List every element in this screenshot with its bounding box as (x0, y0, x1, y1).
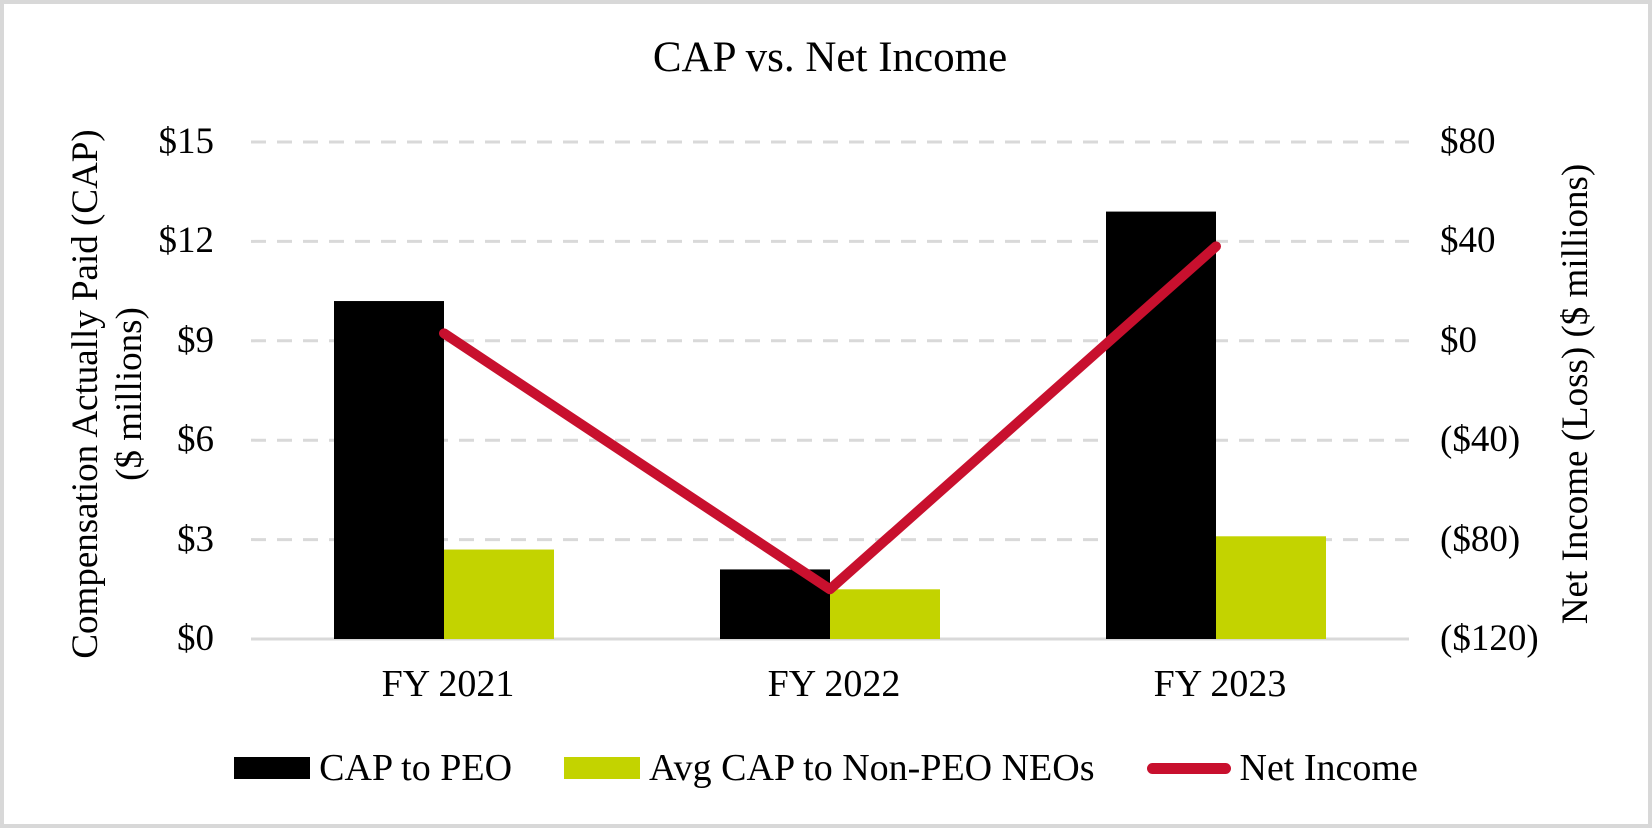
legend-label: Net Income (1239, 747, 1418, 789)
left-axis-tick: $0 (177, 618, 214, 659)
right-axis-tick: ($80) (1440, 519, 1521, 560)
plot-area (251, 140, 1409, 641)
left-axis-title: Compensation Actually Paid (CAP) ($ mill… (64, 129, 152, 658)
legend-item-cap-to-peo: CAP to PEO (234, 744, 512, 792)
chart-title: CAP vs. Net Income (652, 34, 1008, 81)
legend-label: CAP to PEO (319, 747, 513, 789)
left-axis-tick: $9 (177, 320, 214, 361)
legend-swatch-bar-icon (564, 757, 641, 779)
right-axis-tick: $0 (1440, 320, 1477, 361)
left-axis-title-line1: Compensation Actually Paid (CAP) (65, 129, 106, 659)
right-axis-tick: ($40) (1440, 419, 1521, 460)
right-axis-tick: $40 (1440, 220, 1496, 261)
x-axis-label: FY 2022 (767, 663, 901, 705)
left-axis-tick: $15 (158, 121, 215, 162)
bar-avg-cap-to-non-peo-neos-fy-2023 (1216, 536, 1326, 639)
legend-swatch-bar-icon (234, 757, 311, 779)
legend-item-net-income: Net Income (1146, 744, 1418, 792)
legend-swatch-line-icon (1146, 762, 1231, 774)
left-axis-tick: $12 (158, 220, 215, 261)
bar-avg-cap-to-non-peo-neos-fy-2021 (444, 549, 554, 639)
net-income-line (439, 241, 1221, 595)
left-axis-title-line2: ($ millions) (109, 307, 150, 481)
bar-avg-cap-to-non-peo-neos-fy-2022 (830, 589, 940, 639)
right-axis-tick: $80 (1440, 121, 1496, 162)
left-axis-tick: $6 (177, 419, 214, 460)
bar-cap-to-peo-fy-2023 (1106, 211, 1216, 639)
x-axis-label: FY 2021 (381, 663, 515, 705)
left-axis-tick: $3 (177, 519, 214, 560)
legend: CAP to PEO Avg CAP to Non-PEO NEOs Net I… (4, 740, 1648, 796)
bar-cap-to-peo-fy-2021 (334, 301, 444, 639)
right-axis-tick: ($120) (1440, 618, 1539, 659)
legend-item-avg-cap-non-peo: Avg CAP to Non-PEO NEOs (564, 744, 1095, 792)
x-axis-label: FY 2023 (1153, 663, 1287, 705)
legend-label: Avg CAP to Non-PEO NEOs (649, 747, 1095, 789)
